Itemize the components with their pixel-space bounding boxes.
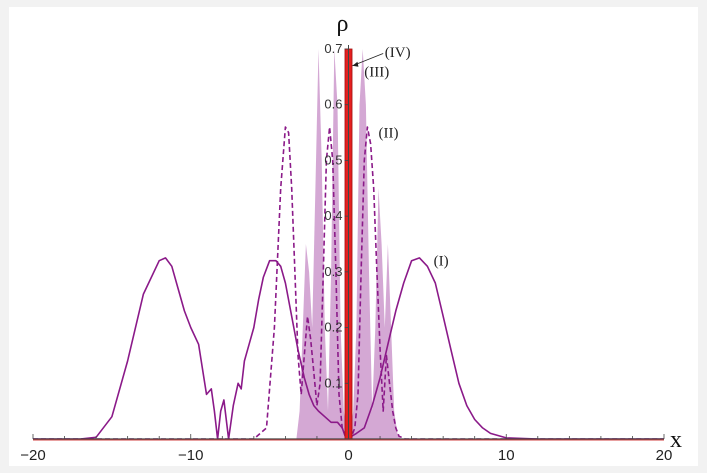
annotation-i: (I): [434, 254, 449, 270]
y-tick-label: 0.2: [324, 320, 342, 335]
y-axis-title: ρ: [337, 11, 349, 37]
x-tick-label: −10: [178, 447, 203, 464]
annotation-ii: (II): [378, 126, 398, 142]
y-tick-label: 0.4: [324, 208, 342, 223]
density-plot: −20 −10 0 10 20 0.1 0.2 0.3 0.4 0.5 0.6 0.7 x ρ (I) (II…: [20, 11, 682, 464]
x-tick-label: 0: [344, 447, 352, 464]
series-i-line: [33, 257, 664, 440]
x-tick-label: 10: [498, 447, 515, 464]
x-tick-label: 20: [656, 447, 673, 464]
x-tick-label: −20: [20, 447, 45, 464]
annotation-iii: (III): [364, 64, 389, 80]
annotation-iv: (IV): [385, 45, 411, 61]
y-tick-label: 0.1: [324, 375, 342, 390]
annotation-arrowhead: [352, 61, 359, 67]
x-axis-title: x: [670, 427, 682, 453]
y-tick-label: 0.3: [324, 264, 342, 279]
y-tick-label: 0.5: [324, 152, 342, 167]
chart-frame: −20 −10 0 10 20 0.1 0.2 0.3 0.4 0.5 0.6 0.7 x ρ (I) (II…: [9, 7, 698, 466]
y-tick-label: 0.6: [324, 97, 342, 112]
y-tick-label: 0.7: [324, 41, 342, 56]
